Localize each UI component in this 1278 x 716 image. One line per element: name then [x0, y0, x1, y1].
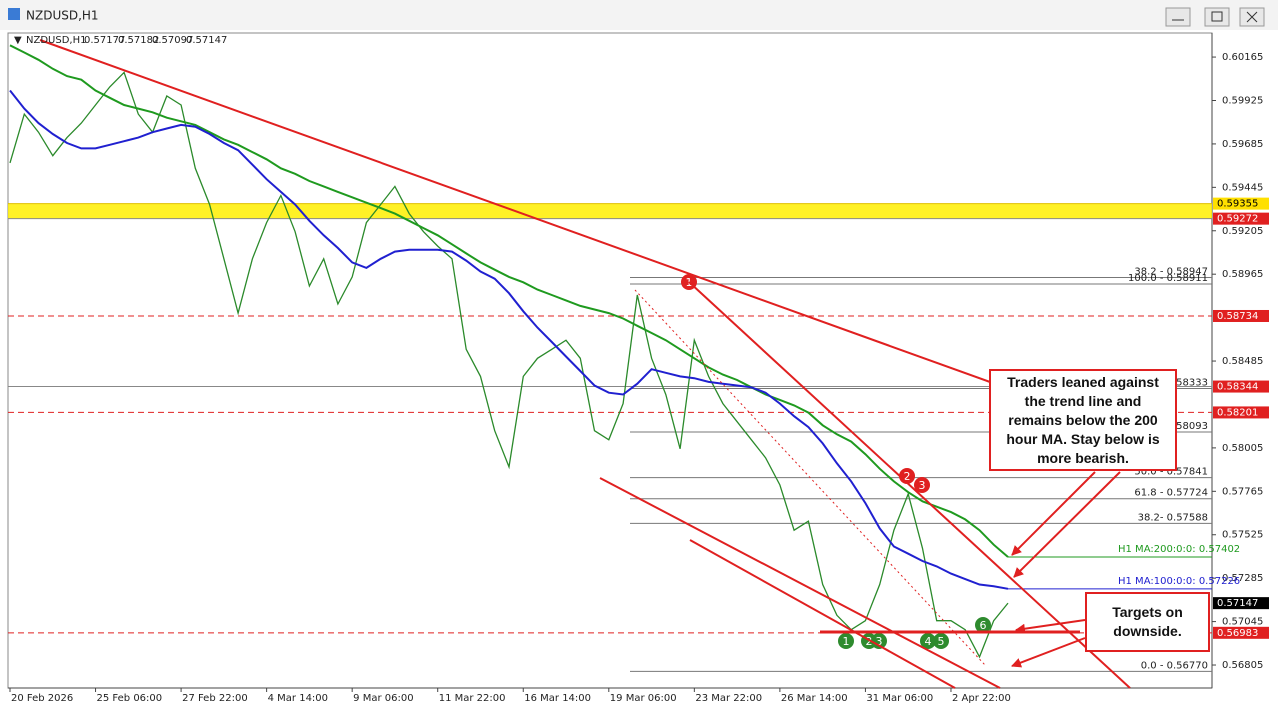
price-level-tag: [1213, 309, 1269, 322]
maximize-icon: [1211, 11, 1223, 22]
wave-marker-label: 6: [980, 619, 987, 632]
wave-marker: [920, 633, 936, 649]
x-tick-label: 16 Mar 14:00: [524, 693, 591, 704]
price-level-tag: [1213, 212, 1269, 225]
x-tick-label: 26 Mar 14:00: [781, 693, 848, 704]
moving-average: [9, 44, 1009, 558]
trend-line: [688, 281, 1131, 689]
wave-marker: [871, 633, 887, 649]
x-tick-label: 31 Mar 06:00: [866, 693, 933, 704]
price-level-label: 0.56983: [1217, 628, 1258, 639]
y-tick-label: 0.57765: [1222, 486, 1263, 497]
x-tick-label: 2 Apr 22:00: [952, 693, 1011, 704]
fib-trend-line: [634, 289, 986, 666]
minimize-button[interactable]: [1165, 7, 1191, 27]
y-tick-label: 0.58965: [1222, 269, 1263, 280]
x-tick-label: 4 Mar 14:00: [268, 693, 328, 704]
symbol-info: ▼ NZDUSD,H1 0.57177 0.57182 0.57097 0.57…: [14, 35, 227, 46]
price-level-tag: [1213, 626, 1269, 639]
wave-marker: [838, 633, 854, 649]
resistance-zone: [8, 203, 1212, 219]
x-tick-label: 20 Feb 2026: [11, 693, 73, 704]
fib-label: 38.2 - 0.58947: [1134, 266, 1208, 277]
x-tick-label: 19 Mar 06:00: [610, 693, 677, 704]
high: 0.57182: [118, 35, 159, 46]
annotation-box: Targets on downside.: [1085, 592, 1210, 652]
window-icon: [8, 8, 20, 20]
open: 0.57177: [84, 35, 125, 46]
x-tick-label: 23 Mar 22:00: [695, 693, 762, 704]
moving-average-label: H1 MA:200:0:0: 0.57402: [1118, 544, 1240, 555]
price-level-label: 0.59272: [1217, 214, 1258, 225]
moving-average-label: H1 MA:100:0:0: 0.57226: [1118, 576, 1240, 587]
wave-marker-label: 1: [843, 635, 850, 648]
price-level-label: 0.58734: [1217, 311, 1258, 322]
moving-average: [9, 89, 1009, 590]
fib-label: 100.0 - 0.58911: [1128, 273, 1208, 284]
current-price-tag: [1213, 597, 1269, 610]
wave-marker-label: 5: [938, 635, 945, 648]
wave-marker-label: 2: [866, 635, 873, 648]
price-line: [9, 71, 1009, 659]
y-tick-label: 0.59445: [1222, 182, 1263, 193]
symbol: NZDUSD,H1: [26, 35, 86, 46]
current-price-label: 0.57147: [1217, 598, 1258, 609]
annotation-box: Traders leaned against the trend line an…: [989, 369, 1177, 471]
y-tick-label: 0.59925: [1222, 95, 1263, 106]
price-level-label: 0.58344: [1217, 382, 1258, 393]
wave-marker-label: 2: [904, 470, 911, 483]
fib-label: 38.2- 0.57588: [1138, 512, 1208, 523]
window-buttons[interactable]: [1165, 7, 1265, 27]
y-tick-label: 0.58005: [1222, 443, 1263, 454]
x-tick-label: 27 Feb 22:00: [182, 693, 248, 704]
wave-marker-label: 4: [925, 635, 932, 648]
x-tick-label: 9 Mar 06:00: [353, 693, 413, 704]
channel-line: [689, 539, 956, 689]
y-tick-label: 0.57045: [1222, 617, 1263, 628]
trend-lines: [39, 39, 1131, 689]
y-tick-label: 0.59205: [1222, 226, 1263, 237]
maximize-button[interactable]: [1204, 7, 1230, 27]
x-tick-label: 11 Mar 22:00: [439, 693, 506, 704]
info-arrow: ▼: [14, 35, 22, 46]
y-tick-label: 0.56805: [1222, 660, 1263, 671]
wave-marker: [933, 633, 949, 649]
arrow: [1013, 471, 1121, 578]
arrow: [1011, 637, 1086, 668]
channel-line: [599, 477, 1001, 689]
y-tick-label: 0.57285: [1222, 573, 1263, 584]
wave-marker-label: 3: [919, 479, 926, 492]
low: 0.57097: [152, 35, 193, 46]
fib-label: 0.0 - 0.56770: [1141, 660, 1208, 671]
y-tick-label: 0.58485: [1222, 356, 1263, 367]
wave-marker-label: 3: [876, 635, 883, 648]
y-tick-label: 0.59685: [1222, 139, 1263, 150]
x-tick-label: 25 Feb 06:00: [97, 693, 163, 704]
price-level-tag: [1213, 380, 1269, 393]
price-level-label: 0.58201: [1217, 407, 1258, 418]
trend-line: [39, 39, 991, 383]
title-bar: [0, 0, 1278, 30]
fib-label: 61.8 - 0.57724: [1134, 488, 1208, 499]
price-level-tag: [1213, 406, 1269, 419]
wave-marker: [914, 477, 930, 493]
window-title: NZDUSD,H1: [26, 9, 99, 23]
price-level-label: 0.59355: [1217, 199, 1258, 210]
y-tick-label: 0.57525: [1222, 530, 1263, 541]
wave-marker: [975, 617, 991, 633]
price-level-tag: [1213, 197, 1269, 210]
plot-area: [7, 32, 1213, 689]
close-icon: [1246, 11, 1258, 23]
y-tick-label: 0.60165: [1222, 52, 1263, 63]
close: 0.57147: [186, 35, 227, 46]
arrow: [1011, 471, 1096, 556]
fib-label: 50.0 - 0.57841: [1134, 467, 1208, 478]
arrow: [1015, 619, 1086, 634]
